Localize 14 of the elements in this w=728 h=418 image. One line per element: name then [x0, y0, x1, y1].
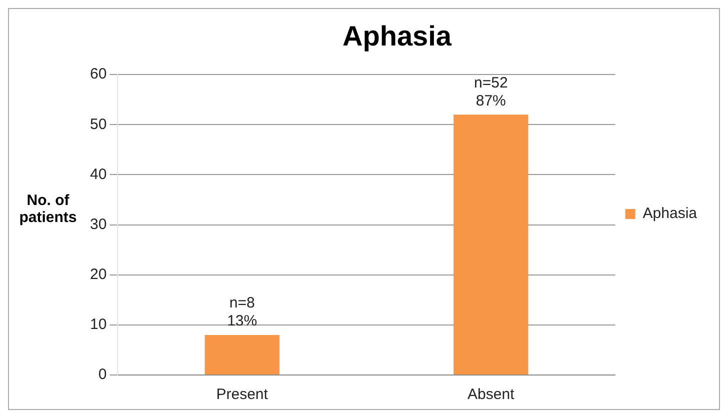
data-label: n=52 87% — [474, 74, 508, 110]
y-tick-label: 20 — [90, 266, 107, 284]
y-tick-label: 10 — [90, 316, 107, 334]
x-tick-label: Absent — [468, 386, 516, 404]
chart-title: Aphasia — [342, 20, 452, 52]
data-label: n=8 13% — [227, 294, 258, 330]
y-tick-label: 30 — [90, 216, 107, 233]
y-tick-label: 50 — [90, 116, 107, 133]
y-tick-label: 40 — [90, 166, 107, 183]
y-tick-label: 60 — [90, 66, 107, 83]
y-tick-label: 0 — [98, 366, 107, 384]
y-axis-title: No. of patients — [18, 192, 78, 226]
legend-label: Aphasia — [642, 205, 698, 222]
x-tick-label: Present — [216, 386, 269, 404]
